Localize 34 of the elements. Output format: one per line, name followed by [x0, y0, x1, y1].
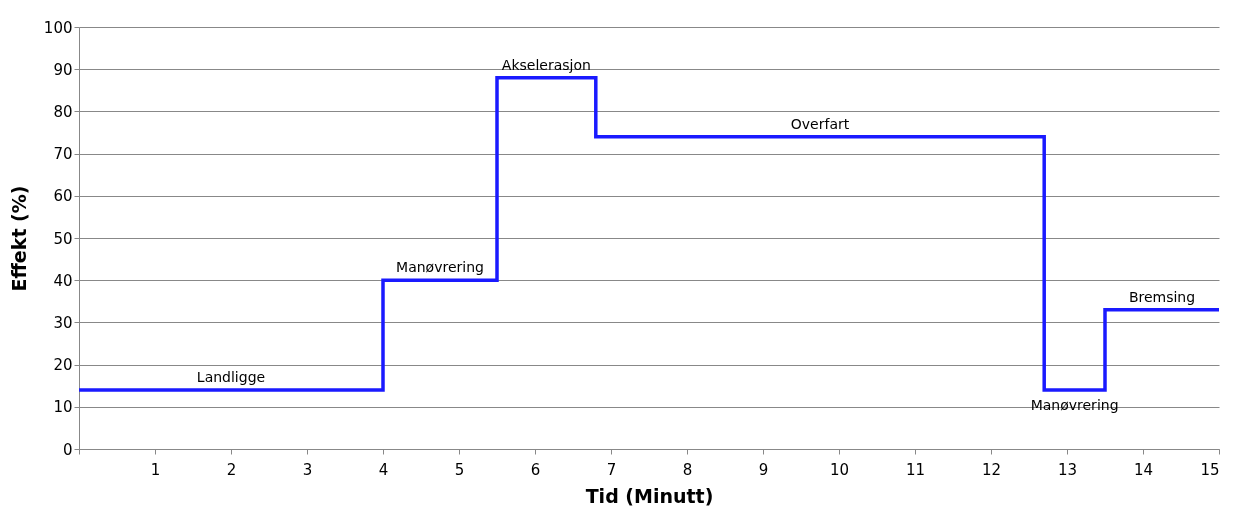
x-tick-label: 13: [1057, 460, 1078, 479]
y-axis-title: Effekt (%): [7, 185, 30, 292]
x-tick-label: 5: [454, 460, 465, 479]
annotation: Landligge: [196, 368, 266, 385]
x-tick-label: 8: [682, 460, 693, 479]
x-tick-label: 15: [1200, 460, 1220, 479]
x-axis-title: Tid (Minutt): [585, 484, 714, 507]
x-tick-label: 7: [606, 460, 617, 479]
y-tick-label: 80: [53, 102, 73, 121]
annotation: Manøvrering: [1030, 396, 1119, 413]
annotation: Manøvrering: [396, 259, 484, 276]
annotation: Akselerasjon: [501, 56, 591, 73]
y-tick-label: 40: [53, 271, 73, 290]
y-tick-label: 100: [43, 18, 73, 37]
y-tick-label: 0: [62, 440, 73, 459]
x-tick-label: 9: [758, 460, 769, 479]
y-tick-label: 20: [53, 356, 73, 375]
x-tick-label: 4: [378, 460, 389, 479]
y-tick-label: 30: [53, 313, 73, 332]
annotation: Overfart: [790, 115, 850, 132]
x-tick-label: 10: [829, 460, 850, 479]
annotation: Bremsing: [1128, 288, 1196, 305]
x-tick-label: 14: [1133, 460, 1154, 479]
y-tick-label: 70: [53, 145, 73, 164]
x-tick-label: 12: [981, 460, 1002, 479]
y-tick-label: 90: [53, 60, 73, 79]
x-tick-label: 6: [530, 460, 541, 479]
y-tick-label: 10: [53, 398, 73, 417]
y-tick-label: 60: [53, 187, 73, 206]
x-tick-label: 2: [226, 460, 237, 479]
x-tick-label: 3: [302, 460, 313, 479]
y-tick-label: 50: [53, 229, 73, 248]
x-tick-label: 11: [905, 460, 926, 479]
x-tick-label: 1: [150, 460, 161, 479]
